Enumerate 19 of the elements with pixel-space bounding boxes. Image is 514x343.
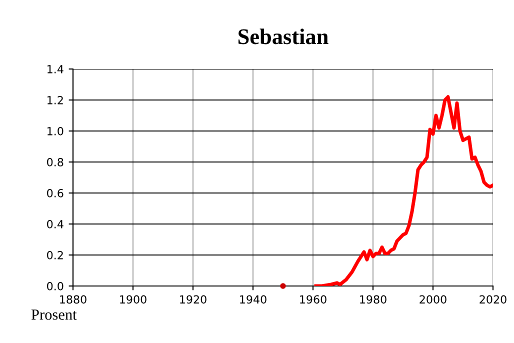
- x-tick-label: 1900: [120, 295, 146, 304]
- y-axis-title: Prosent: [31, 310, 77, 320]
- y-tick-label: 0.8: [47, 158, 64, 166]
- x-tick-label: 1980: [360, 295, 386, 304]
- y-tick-label: 1.0: [48, 126, 64, 136]
- x-tick-label: 1920: [180, 295, 206, 304]
- y-tick-label: 0.6: [47, 188, 64, 198]
- line-series: [314, 95, 493, 286]
- y-tick-label: 1.2: [48, 96, 63, 104]
- x-tick-label: 2020: [480, 295, 506, 304]
- y-tick-label: 0.0: [47, 282, 64, 290]
- y-tick-label: 0.2: [47, 250, 63, 260]
- y-tick-label: 0.4: [47, 220, 64, 228]
- y-tick-label: 1.4: [48, 65, 64, 74]
- x-tick-label: 2000: [420, 295, 446, 304]
- x-tick-label: 1940: [240, 295, 266, 304]
- x-tick-label: 1880: [60, 295, 86, 304]
- x-tick-label: 1960: [300, 295, 326, 304]
- chart-title: Sebastian: [238, 28, 328, 44]
